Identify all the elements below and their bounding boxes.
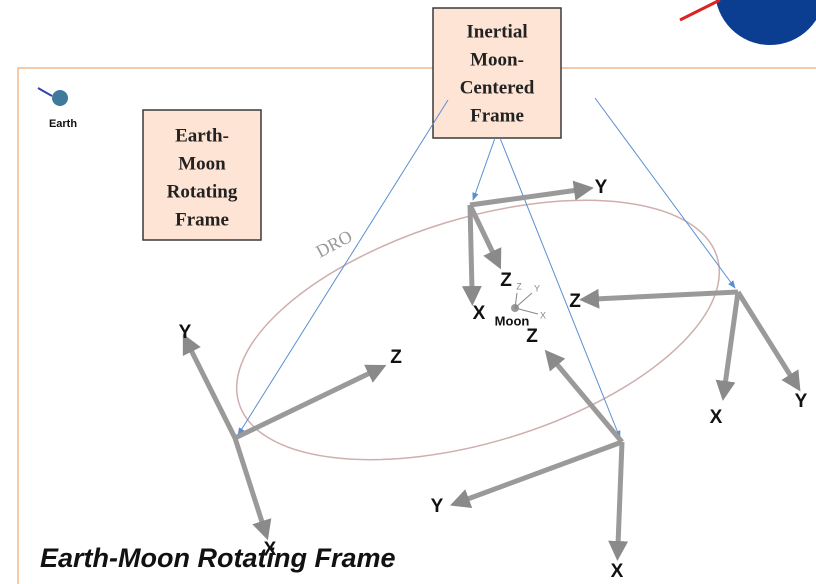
axis-label: X	[710, 407, 723, 428]
frame-border	[17, 67, 816, 584]
box-text: Frame	[470, 105, 524, 126]
axis	[544, 349, 624, 444]
axis-label: X	[473, 303, 486, 324]
pointer	[499, 137, 621, 439]
logo-swoosh	[679, 0, 721, 22]
box-text: Moon-	[470, 49, 524, 70]
axis-label: Y	[795, 391, 808, 412]
inertial-frame-box	[432, 7, 562, 139]
box-text: Earth-	[175, 125, 229, 146]
earth-icon	[52, 90, 68, 106]
axis-label: X	[264, 539, 277, 560]
moon-axis	[514, 307, 539, 315]
box-text: Inertial	[466, 21, 527, 42]
box-text: Centered	[460, 77, 535, 98]
axis-label: Y	[431, 496, 444, 517]
moon-axis-label: X	[540, 310, 546, 320]
axis-label: Z	[500, 270, 512, 291]
axis	[735, 290, 801, 392]
pointer	[594, 97, 736, 289]
earth-icon-line	[37, 87, 53, 97]
logo	[715, 0, 816, 45]
axis-label: Y	[179, 322, 192, 343]
moon-axis	[514, 292, 533, 309]
axis	[461, 204, 482, 306]
axis-label: Z	[526, 326, 538, 347]
moon-axis	[514, 292, 518, 309]
pointer	[237, 99, 449, 436]
axis	[715, 291, 741, 401]
pointer	[472, 137, 496, 201]
axis	[233, 364, 387, 441]
axis	[467, 203, 502, 270]
box-text: Moon	[178, 153, 226, 174]
rotating-frame-box	[142, 109, 262, 241]
axis	[469, 180, 594, 208]
orbit-label: DRO	[312, 226, 355, 262]
moon-axis-label: Z	[516, 281, 522, 291]
axis	[449, 439, 623, 508]
axis-label: Z	[569, 291, 581, 312]
box-text: Frame	[175, 209, 229, 230]
caption: Earth-Moon Rotating Frame	[40, 543, 396, 573]
moon-axis-label: Y	[534, 283, 540, 293]
axis-label: X	[611, 561, 624, 582]
box-text: Rotating	[167, 181, 238, 202]
axis-label: Z	[390, 347, 402, 368]
axis	[232, 437, 272, 541]
axis	[182, 333, 238, 440]
axis-label: Y	[595, 177, 608, 198]
axis	[579, 288, 739, 309]
earth-label: Earth	[49, 118, 77, 130]
dro-orbit	[235, 199, 721, 461]
moon-label: Moon	[495, 313, 530, 328]
axis	[608, 441, 629, 561]
